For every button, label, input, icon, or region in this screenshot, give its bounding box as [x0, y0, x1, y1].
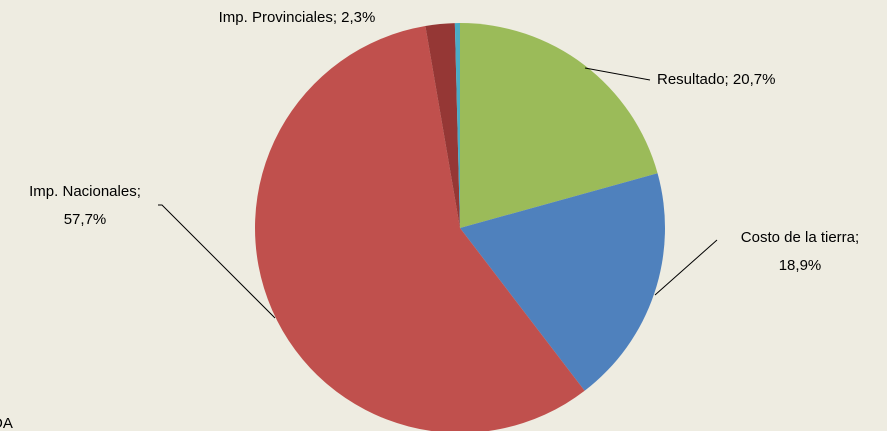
data-label: Resultado; 20,7% — [657, 71, 775, 88]
pie-slice — [454, 23, 460, 228]
leader-line — [584, 67, 651, 81]
source-note: DA — [0, 415, 13, 431]
leader-line — [158, 204, 276, 319]
pie-slice — [460, 23, 658, 228]
data-label: Costo de la tierra; 18,9% — [741, 229, 859, 274]
data-label: Imp. Provinciales; 2,3% — [219, 9, 376, 26]
pie-slice — [460, 173, 665, 391]
pie-slice — [425, 23, 460, 228]
leader-line — [654, 239, 718, 296]
data-label: Imp. Nacionales; 57,7% — [29, 183, 141, 228]
pie-slice — [255, 25, 585, 431]
